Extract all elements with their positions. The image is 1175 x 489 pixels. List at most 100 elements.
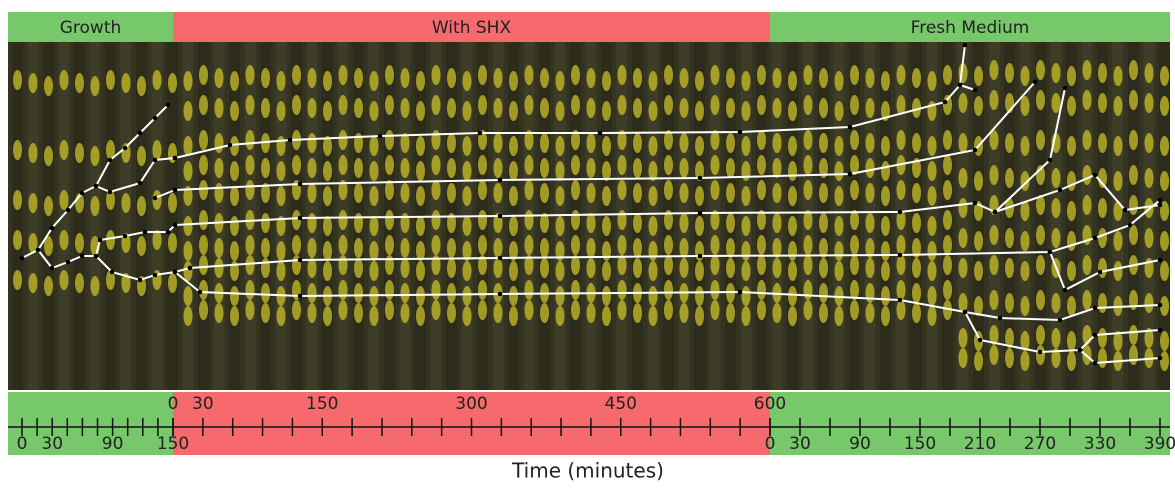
cell-node xyxy=(35,247,41,253)
cell xyxy=(1036,345,1045,365)
cell xyxy=(927,71,937,91)
cell xyxy=(726,68,735,88)
cell xyxy=(927,261,937,281)
tick-label: 450 xyxy=(605,394,637,414)
cell xyxy=(307,303,317,323)
cell xyxy=(478,280,487,300)
cell xyxy=(354,303,363,323)
cell xyxy=(633,68,642,88)
cell xyxy=(819,183,828,203)
cell xyxy=(1160,171,1169,191)
cell xyxy=(927,306,937,326)
cell xyxy=(571,65,580,85)
cell xyxy=(927,216,937,236)
cell-node xyxy=(1157,327,1163,333)
phase-header xyxy=(173,12,770,42)
cell xyxy=(292,300,301,320)
cell xyxy=(974,231,983,251)
cell xyxy=(199,255,208,275)
cell xyxy=(540,213,549,233)
cell xyxy=(1005,348,1014,368)
cell-node xyxy=(497,177,503,183)
cell xyxy=(307,283,317,303)
cell xyxy=(338,235,348,255)
cell xyxy=(555,186,565,206)
cell-node xyxy=(65,207,71,213)
cell xyxy=(524,235,534,255)
cell xyxy=(927,186,937,206)
cell-node xyxy=(152,272,158,278)
cell-node xyxy=(697,175,703,181)
cell xyxy=(416,216,425,236)
cell xyxy=(323,261,332,281)
cell xyxy=(741,161,751,181)
cell xyxy=(1051,348,1061,368)
cell xyxy=(989,225,999,245)
cell xyxy=(710,235,720,255)
cell xyxy=(214,158,224,178)
cell xyxy=(943,130,952,150)
cell xyxy=(571,180,580,200)
cell xyxy=(896,300,906,320)
cell-node xyxy=(962,309,968,315)
cell xyxy=(803,65,813,85)
cell xyxy=(75,73,84,93)
column-stripe xyxy=(1035,42,1046,390)
cell xyxy=(617,155,627,175)
cell xyxy=(1160,96,1169,116)
cell-node xyxy=(997,315,1003,321)
cell xyxy=(509,216,518,236)
cell xyxy=(1160,136,1169,156)
cell xyxy=(865,283,875,303)
cell xyxy=(1144,228,1154,248)
cell xyxy=(13,230,22,250)
cell xyxy=(183,71,193,91)
cell xyxy=(927,161,937,181)
cell xyxy=(292,65,301,85)
cell xyxy=(385,280,394,300)
cell xyxy=(865,98,875,118)
cell xyxy=(633,98,642,118)
cell xyxy=(1020,136,1030,156)
cell xyxy=(400,238,410,258)
cell xyxy=(741,186,751,206)
cell xyxy=(137,236,146,256)
cell xyxy=(1160,296,1169,316)
cell xyxy=(509,161,518,181)
cell xyxy=(865,133,875,153)
cell xyxy=(168,233,177,253)
cell xyxy=(834,261,844,281)
cell xyxy=(1098,198,1107,218)
cell xyxy=(896,255,906,275)
cell xyxy=(617,95,627,115)
cell xyxy=(354,258,363,278)
cell xyxy=(1051,198,1061,218)
cell xyxy=(245,235,255,255)
cell xyxy=(13,190,22,210)
cell xyxy=(555,71,565,91)
cell xyxy=(1144,133,1154,153)
cell xyxy=(338,130,348,150)
cell xyxy=(431,95,441,115)
cell xyxy=(245,280,255,300)
cell xyxy=(834,71,844,91)
cell xyxy=(1113,261,1123,281)
cell xyxy=(1020,96,1030,116)
cell xyxy=(788,216,797,236)
cell xyxy=(416,286,425,306)
cell xyxy=(44,76,53,96)
cell xyxy=(772,133,782,153)
cell xyxy=(819,68,828,88)
cell xyxy=(1020,351,1030,371)
cell xyxy=(1036,130,1045,150)
phase-label: Fresh Medium xyxy=(911,18,1030,38)
cell xyxy=(90,196,100,216)
cell xyxy=(338,210,348,230)
tick-label: 390 xyxy=(1144,434,1175,454)
cell xyxy=(943,210,952,230)
cell-node xyxy=(287,137,293,143)
cell-node xyxy=(65,259,71,265)
cell-node xyxy=(1092,172,1098,178)
cell-node xyxy=(1092,235,1098,241)
cell-node xyxy=(897,297,903,303)
